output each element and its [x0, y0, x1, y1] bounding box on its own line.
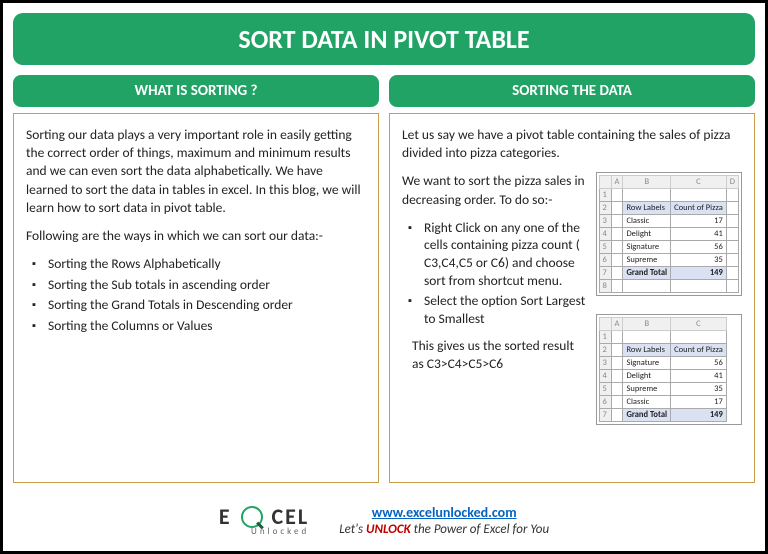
left-para2: Following are the ways in which we can s… — [26, 227, 366, 245]
right-list: Right Click on any one of the cells cont… — [402, 219, 588, 327]
footer-tagline: Let's UNLOCK the Power of Excel for You — [339, 522, 549, 537]
website-link[interactable]: www.excelunlocked.com — [372, 504, 517, 521]
list-item: Sorting the Grand Totals in Descending o… — [32, 296, 366, 314]
list-item: Select the option Sort Largest to Smalle… — [408, 292, 588, 327]
right-para1: Let us say we have a pivot table contain… — [402, 126, 742, 162]
left-header: WHAT IS SORTING ? — [13, 75, 379, 107]
right-content: Let us say we have a pivot table contain… — [389, 113, 755, 483]
list-item: Sorting the Rows Alphabetically — [32, 255, 366, 273]
list-item: Sorting the Sub totals in ascending orde… — [32, 276, 366, 294]
list-item: Right Click on any one of the cells cont… — [408, 219, 588, 289]
pivot-table-before: ABCD 1 2Row LabelsCount of Pizza 3Classi… — [596, 172, 742, 296]
columns-container: WHAT IS SORTING ? Sorting our data plays… — [13, 75, 755, 483]
left-column: WHAT IS SORTING ? Sorting our data plays… — [13, 75, 379, 483]
footer-text: www.excelunlocked.com Let's UNLOCK the P… — [339, 503, 549, 537]
right-column: SORTING THE DATA Let us say we have a pi… — [389, 75, 755, 483]
logo: E CEL Unlocked — [219, 503, 309, 537]
pivot-table-after: ABC 1 2Row LabelsCount of Pizza 3Signatu… — [596, 314, 742, 425]
right-para2: We want to sort the pizza sales in decre… — [402, 172, 588, 208]
left-content: Sorting our data plays a very important … — [13, 113, 379, 483]
list-item: Sorting the Columns or Values — [32, 317, 366, 335]
left-para1: Sorting our data plays a very important … — [26, 126, 366, 217]
right-header: SORTING THE DATA — [389, 75, 755, 107]
magnifier-icon — [241, 506, 263, 528]
footer: E CEL Unlocked www.excelunlocked.com Let… — [13, 495, 755, 537]
tables-column: ABCD 1 2Row LabelsCount of Pizza 3Classi… — [596, 172, 742, 425]
right-para3: This gives us the sorted result as C3>C4… — [402, 337, 588, 373]
left-list: Sorting the Rows Alphabetically Sorting … — [26, 255, 366, 334]
page-title: SORT DATA IN PIVOT TABLE — [13, 13, 755, 65]
